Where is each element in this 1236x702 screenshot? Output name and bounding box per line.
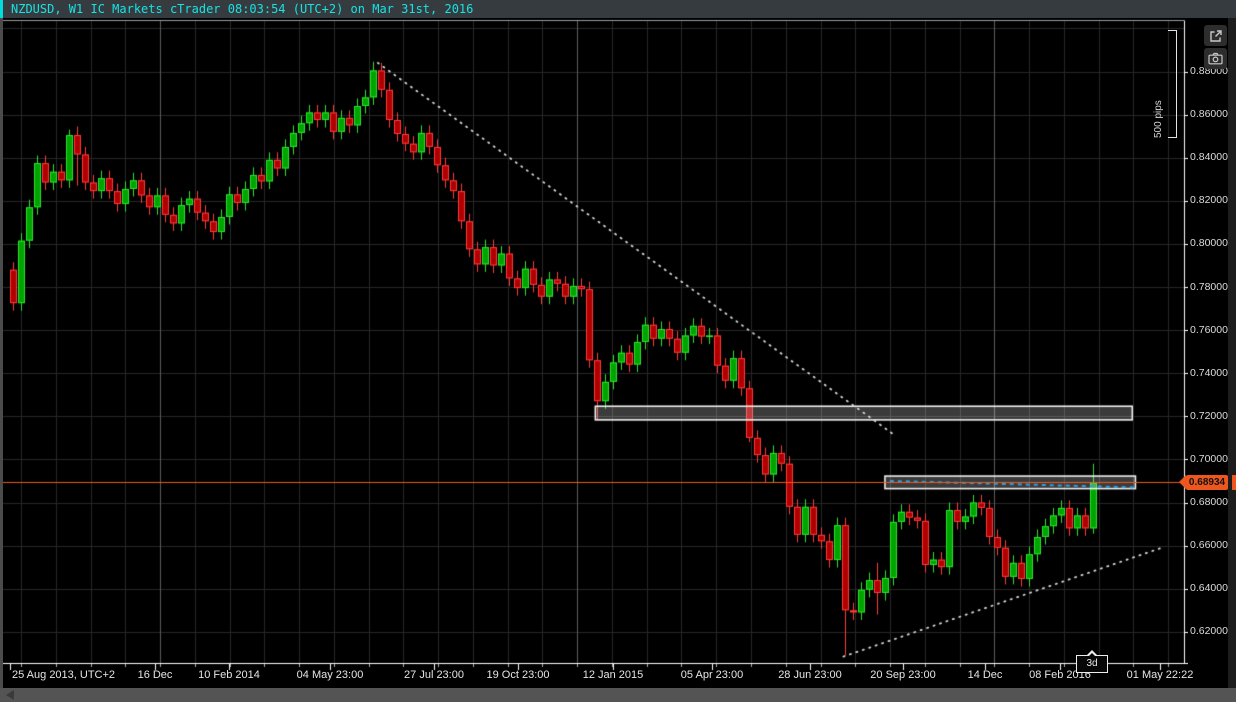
price-tick-label: 0.62000	[1190, 625, 1228, 638]
current-price-label-tail	[1232, 475, 1236, 490]
bar-countdown-label: 3d	[1076, 650, 1108, 673]
current-price-label: 0.68934	[1179, 475, 1228, 490]
open-in-new-window-icon	[1209, 29, 1223, 43]
price-tick-label: 0.78000	[1190, 280, 1228, 293]
candlestick-chart[interactable]	[0, 18, 1188, 684]
price-tick-label: 0.70000	[1190, 452, 1228, 465]
time-tick-label: 19 Oct 23:00	[486, 669, 550, 681]
price-tick-label: 0.74000	[1190, 366, 1228, 379]
accent-strip	[0, 0, 3, 18]
time-tick-label: 14 Dec	[967, 669, 1003, 681]
time-tick-label: 25 Aug 2013, UTC+2	[12, 669, 116, 681]
price-tick-label: 0.72000	[1190, 409, 1228, 422]
price-tick-label: 0.64000	[1190, 582, 1228, 595]
price-tick-label: 0.82000	[1190, 194, 1228, 207]
price-tick-label: 0.68000	[1190, 496, 1228, 508]
time-tick-label: 12 Jan 2015	[582, 669, 644, 681]
window-left-edge	[0, 18, 3, 688]
scroll-left-arrow[interactable]	[6, 690, 14, 700]
horizontal-scrollbar[interactable]	[0, 688, 1236, 702]
price-tick-label: 0.86000	[1190, 108, 1228, 121]
snapshot-button[interactable]	[1204, 48, 1227, 69]
price-tick-label: 0.66000	[1190, 539, 1228, 552]
time-tick-label: 20 Sep 23:00	[870, 669, 936, 681]
price-tick-label: 0.80000	[1190, 237, 1228, 250]
price-tick-label: 0.84000	[1190, 151, 1228, 164]
time-tick-label: 28 Jun 23:00	[778, 669, 842, 681]
time-tick-label: 16 Dec	[137, 669, 173, 681]
title-bar: NZDUSD, W1 IC Markets cTrader 08:03:54 (…	[0, 0, 1236, 18]
pips-measurement-label: 500 pips	[1153, 100, 1164, 138]
time-tick-label: 05 Apr 23:00	[680, 669, 744, 681]
time-tick-label: 01 May 22:22	[1126, 669, 1194, 681]
time-tick-label: 04 May 23:00	[296, 669, 364, 681]
time-tick-label: 08 Feb 2016	[1029, 669, 1091, 681]
time-tick-label: 27 Jul 23:00	[404, 669, 464, 681]
price-axis[interactable]: 0.88000 0.86000 0.84000 0.82000 0.80000 0.780…	[1185, 18, 1228, 684]
chart-title: NZDUSD, W1 IC Markets cTrader 08:03:54 (…	[11, 2, 474, 16]
right-gutter	[1228, 18, 1236, 688]
camera-icon	[1208, 52, 1223, 65]
popout-chart-button[interactable]	[1204, 25, 1227, 46]
time-tick-label: 10 Feb 2014	[198, 669, 260, 681]
pips-measurement-bracket[interactable]	[1168, 30, 1177, 138]
time-axis[interactable]: 25 Aug 2013, UTC+2 16 Dec 10 Feb 2014 04 Ma…	[0, 668, 1236, 684]
price-tick-label: 0.76000	[1190, 323, 1228, 336]
